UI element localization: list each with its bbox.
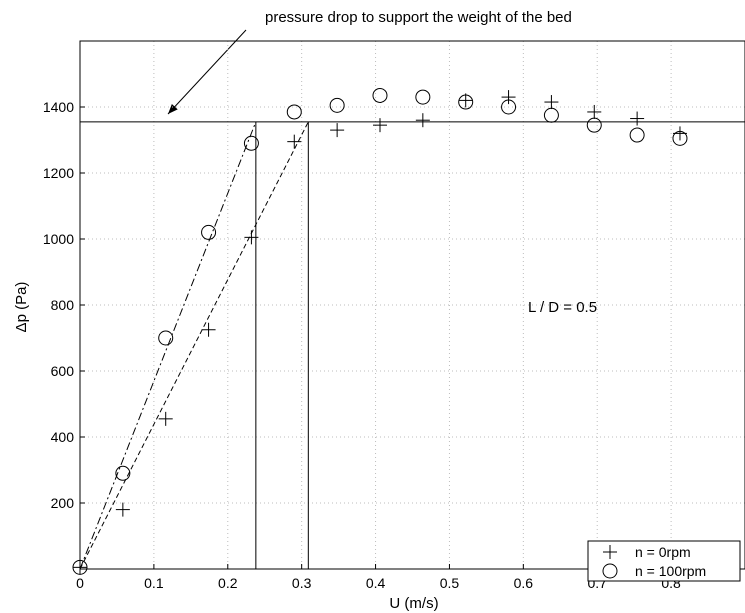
- data-point-circle: [115, 465, 131, 481]
- data-point-circle: [201, 224, 217, 240]
- y-axis-label: Δp (Pa): [13, 282, 30, 333]
- legend-box: [587, 540, 741, 582]
- data-point-plus: [501, 90, 516, 105]
- data-point-circle: [286, 104, 302, 120]
- data-point-circle: [672, 130, 688, 146]
- data-point-circle: [501, 99, 517, 115]
- grid: [80, 41, 745, 569]
- data-point-circle: [329, 97, 345, 113]
- data-point-circle: [158, 330, 174, 346]
- data-point-plus: [287, 134, 302, 149]
- data-point-circle: [415, 89, 431, 105]
- x-axis-label: U (m/s): [389, 595, 438, 612]
- x-tick-label: 0: [76, 575, 84, 591]
- legend-label-0: n = 0rpm: [635, 544, 691, 560]
- legend-marker-circle: [602, 563, 618, 579]
- pressure-drop-annotation: pressure drop to support the weight of t…: [265, 9, 572, 26]
- data-point-plus: [544, 95, 559, 110]
- y-tick-label: 1000: [43, 231, 74, 247]
- data-point-circle: [458, 94, 474, 110]
- data-point-circle: [586, 117, 602, 133]
- y-tick-label: 1400: [43, 99, 74, 115]
- data-point-plus: [115, 502, 130, 517]
- axis-ticks: 0 0.1 0.2 0.3 0.4 0.5 0.6 0.7 0.8200400600800100…: [43, 99, 681, 591]
- fit-line: [79, 121, 309, 570]
- y-tick-label: 600: [51, 363, 75, 379]
- annotation-arrow: [167, 29, 247, 115]
- legend-marker-plus: [603, 545, 617, 559]
- data-markers: [72, 87, 688, 575]
- fit-line: [79, 121, 257, 570]
- legend: n = 0rpm n = 100rpm: [587, 540, 741, 582]
- x-tick-label: 0.4: [366, 575, 386, 591]
- x-tick-label: 0.1: [144, 575, 164, 591]
- data-point-plus: [201, 322, 216, 337]
- y-tick-label: 400: [51, 429, 75, 445]
- y-tick-label: 800: [51, 297, 75, 313]
- data-point-plus: [415, 113, 430, 128]
- data-point-circle: [372, 87, 388, 103]
- data-point-circle: [629, 127, 645, 143]
- data-point-plus: [158, 411, 173, 426]
- data-point-plus: [244, 230, 259, 245]
- reference-lines: [79, 121, 745, 570]
- x-tick-label: 0.6: [514, 575, 534, 591]
- ld-ratio-label: L / D = 0.5: [528, 299, 597, 316]
- y-tick-label: 200: [51, 495, 75, 511]
- data-point-plus: [587, 104, 602, 119]
- data-point-plus: [372, 118, 387, 133]
- x-tick-label: 0.5: [440, 575, 460, 591]
- x-tick-label: 0.2: [218, 575, 238, 591]
- data-point-circle: [543, 107, 559, 123]
- data-point-plus: [330, 123, 345, 138]
- x-tick-label: 0.3: [292, 575, 312, 591]
- data-point-circle: [243, 135, 259, 151]
- data-point-plus: [630, 111, 645, 126]
- annotation-arrowhead: [168, 103, 178, 114]
- y-tick-label: 1200: [43, 165, 74, 181]
- data-point-plus: [458, 93, 473, 108]
- legend-label-1: n = 100rpm: [635, 563, 706, 579]
